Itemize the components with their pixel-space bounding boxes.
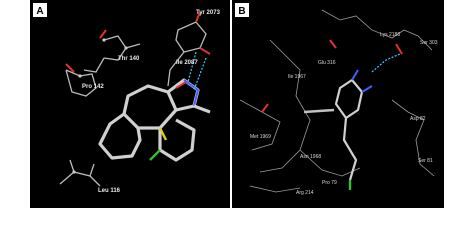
panel-a: A Tyr 2073 Thr 140 Ile 2087 Pro 142 Leu …	[30, 0, 230, 208]
residue-label: Glu 316	[318, 60, 336, 66]
residue-label: Asn 1968	[300, 154, 321, 160]
residue-label: Pro 142	[82, 84, 104, 90]
panel-b: B Lys 2188 Ser 303 Glu 316 Ile 1967 Met …	[232, 0, 444, 208]
figure: A Tyr 2073 Thr 140 Ile 2087 Pro 142 Leu …	[30, 0, 444, 208]
residue-label: Ile 2087	[176, 60, 198, 66]
residue-label: Met 1969	[250, 134, 271, 140]
residue-label: Thr 140	[118, 56, 140, 62]
residue-label: Lys 2188	[380, 32, 400, 38]
residue-label: Ser 303	[420, 40, 438, 46]
residue-label: Tyr 2073	[196, 10, 221, 16]
residue-label: Ser 81	[418, 158, 433, 164]
page: {"panels": [ {"label": "A", "residues": …	[30, 0, 444, 208]
residue-label: Arg 214	[296, 190, 314, 196]
residue-label: Asp 82	[410, 116, 426, 122]
panel-label: B	[238, 6, 245, 17]
residue-label: Leu 116	[98, 188, 121, 194]
panel-label: A	[36, 6, 43, 17]
residue-label: Pro 79	[322, 180, 337, 186]
residue-label: Ile 1967	[288, 74, 306, 80]
